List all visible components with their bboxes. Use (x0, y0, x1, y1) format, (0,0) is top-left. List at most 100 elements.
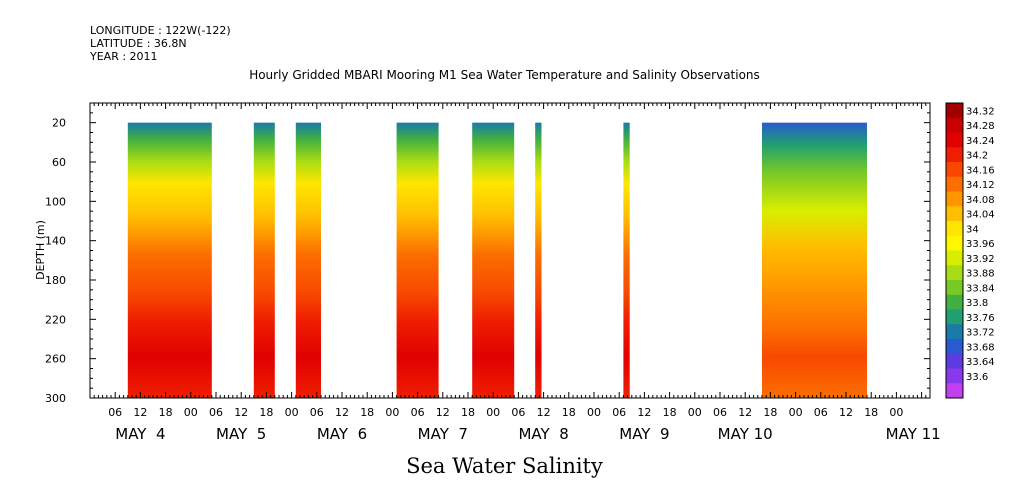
x-day-label-1: MAY 5 (216, 425, 266, 443)
x-day-label-0: MAY 4 (115, 425, 165, 443)
x-axis: 06 12 18 00 06 12 18 00 06 12 18 00 06 12 18 00 06 12 18 00… (89, 103, 941, 443)
data-segment-5 (535, 122, 542, 399)
colorbar-label-9: 33.96 (966, 239, 995, 250)
colorbar-label-13: 33.8 (966, 298, 988, 309)
x-hour-label-5: 12 (234, 406, 248, 419)
x-hour-label-29: 12 (839, 406, 853, 419)
x-hour-label-10: 18 (360, 406, 374, 419)
colorbar-swatch-13 (946, 294, 963, 310)
colorbar-swatch-12 (946, 280, 963, 296)
colorbar-swatch-17 (946, 353, 963, 369)
x-hour-label-31: 00 (889, 406, 903, 419)
colorbar-swatch-16 (946, 339, 963, 355)
colorbar-label-6: 34.08 (966, 195, 995, 206)
colorbar-label-16: 33.68 (966, 342, 995, 353)
colorbar-label-8: 34 (966, 224, 979, 235)
data-segment-7 (762, 122, 867, 399)
chart-title: Hourly Gridded MBARI Mooring M1 Sea Wate… (249, 68, 760, 82)
latitude-label: LATITUDE : 36.8N (90, 37, 187, 50)
x-hour-label-30: 18 (864, 406, 878, 419)
colorbar-label-12: 33.84 (966, 283, 995, 294)
y-axis-title: DEPTH (m) (34, 220, 47, 280)
x-hour-label-7: 00 (285, 406, 299, 419)
x-hour-label-8: 06 (310, 406, 324, 419)
x-hour-label-27: 00 (789, 406, 803, 419)
y-tick-label-6: 260 (45, 353, 66, 366)
y-tick-label-1: 60 (52, 156, 66, 169)
colorbar-swatch-14 (946, 309, 963, 325)
colorbar: 34.32 34.28 34.24 34.2 34.16 34.12 34.08 34.04 3… (945, 102, 995, 399)
data-segment-0 (127, 122, 212, 399)
colorbar-label-15: 33.72 (966, 328, 995, 339)
colorbar-swatch-18 (946, 368, 963, 384)
x-day-label-7: MAY 11 (886, 425, 941, 443)
colorbar-label-7: 34.04 (966, 210, 995, 221)
colorbar-swatch-2 (946, 132, 963, 148)
x-hour-label-28: 06 (814, 406, 828, 419)
x-day-label-5: MAY 9 (619, 425, 669, 443)
y-tick-label-4: 180 (45, 274, 66, 287)
x-hour-label-15: 00 (486, 406, 500, 419)
colorbar-label-17: 33.64 (966, 357, 995, 368)
y-tick-label-3: 140 (45, 235, 66, 248)
x-day-label-4: MAY 8 (518, 425, 568, 443)
x-hour-label-19: 00 (587, 406, 601, 419)
colorbar-swatch-4 (946, 162, 963, 178)
x-hour-label-12: 06 (411, 406, 425, 419)
colorbar-swatch-8 (946, 221, 963, 237)
y-tick-label-2: 100 (45, 195, 66, 208)
colorbar-swatch-15 (946, 324, 963, 340)
x-hour-label-1: 12 (133, 406, 147, 419)
colorbar-label-18: 33.6 (966, 372, 988, 383)
colorbar-swatch-1 (946, 117, 963, 133)
colorbar-swatch-5 (946, 176, 963, 192)
x-hour-label-11: 00 (385, 406, 399, 419)
y-tick-label-0: 20 (52, 117, 66, 130)
x-hour-label-18: 18 (562, 406, 576, 419)
colorbar-label-0: 34.32 (966, 106, 995, 117)
x-hour-label-25: 12 (738, 406, 752, 419)
colorbar-label-10: 33.92 (966, 254, 995, 265)
x-hour-label-16: 06 (511, 406, 525, 419)
y-axis: 20 60 100 140 180 220 260 300 (45, 102, 930, 405)
x-hour-label-24: 06 (713, 406, 727, 419)
x-hour-label-14: 18 (461, 406, 475, 419)
colorbar-label-4: 34.16 (966, 165, 995, 176)
x-day-label-2: MAY 6 (317, 425, 367, 443)
year-label: YEAR : 2011 (90, 50, 158, 63)
x-day-label-3: MAY 7 (418, 425, 468, 443)
colorbar-swatch-7 (946, 206, 963, 222)
colorbar-label-14: 33.76 (966, 313, 995, 324)
colorbar-swatch-0 (946, 103, 963, 119)
x-hour-label-0: 06 (108, 406, 122, 419)
colorbar-label-5: 34.12 (966, 180, 995, 191)
x-hour-label-4: 06 (209, 406, 223, 419)
data-segment-3 (396, 122, 439, 399)
data-segments (127, 122, 867, 399)
x-hour-label-20: 06 (612, 406, 626, 419)
data-segment-6 (623, 122, 630, 399)
longitude-label: LONGITUDE : 122W(-122) (90, 24, 231, 37)
colorbar-swatch-19 (946, 383, 963, 399)
x-hour-label-22: 18 (663, 406, 677, 419)
x-hour-label-26: 18 (763, 406, 777, 419)
colorbar-swatch-3 (946, 147, 963, 163)
colorbar-label-3: 34.2 (966, 151, 988, 162)
colorbar-swatch-6 (946, 191, 963, 207)
x-hour-label-23: 00 (688, 406, 702, 419)
colorbar-label-1: 34.28 (966, 121, 995, 132)
x-axis-title: Sea Water Salinity (406, 454, 603, 478)
data-segment-2 (295, 122, 321, 399)
x-hour-label-6: 18 (259, 406, 273, 419)
data-segment-4 (472, 122, 515, 399)
x-day-label-6: MAY 10 (718, 425, 773, 443)
colorbar-label-11: 33.88 (966, 269, 995, 280)
y-tick-label-7: 300 (45, 392, 66, 405)
x-hour-label-2: 18 (159, 406, 173, 419)
colorbar-swatch-10 (946, 250, 963, 266)
y-tick-label-5: 220 (45, 313, 66, 326)
data-segment-1 (253, 122, 275, 399)
x-hour-label-3: 00 (184, 406, 198, 419)
colorbar-label-2: 34.24 (966, 136, 995, 147)
